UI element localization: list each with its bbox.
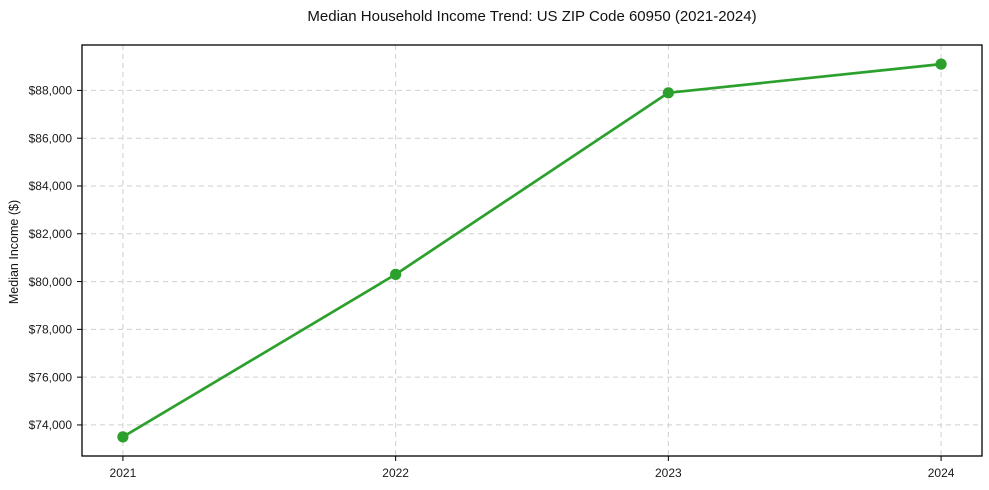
data-series [117, 58, 947, 443]
data-line [121, 62, 943, 439]
x-tick-label: 2021 [110, 466, 137, 480]
chart-title: Median Household Income Trend: US ZIP Co… [307, 8, 756, 25]
data-point [117, 431, 129, 443]
y-tick-label: $76,000 [29, 370, 73, 384]
data-point [390, 268, 402, 280]
x-tick-label: 2022 [382, 466, 409, 480]
y-tick-label: $80,000 [29, 275, 73, 289]
x-tick-label: 2023 [655, 466, 682, 480]
data-point [935, 58, 947, 70]
y-tick-label: $78,000 [29, 323, 73, 337]
y-tick-label: $82,000 [29, 227, 73, 241]
plot-border [81, 44, 983, 457]
data-point [662, 87, 674, 99]
axes [77, 44, 983, 461]
tick-labels: 2021 2022 2023 2024 $74,000 $76,000 $78,000 $80… [29, 84, 955, 480]
y-axis-label: Median Income ($) [7, 200, 21, 304]
y-tick-label: $84,000 [29, 179, 73, 193]
y-tick-label: $74,000 [29, 418, 73, 432]
gridlines [82, 45, 982, 456]
y-tick-label: $86,000 [29, 131, 73, 145]
x-tick-label: 2024 [928, 466, 955, 480]
y-tick-label: $88,000 [29, 84, 73, 98]
